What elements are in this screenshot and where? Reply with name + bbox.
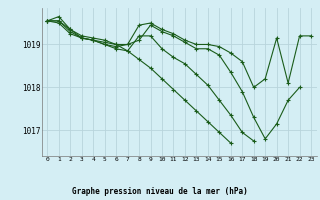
Text: Graphe pression niveau de la mer (hPa): Graphe pression niveau de la mer (hPa)	[72, 187, 248, 196]
